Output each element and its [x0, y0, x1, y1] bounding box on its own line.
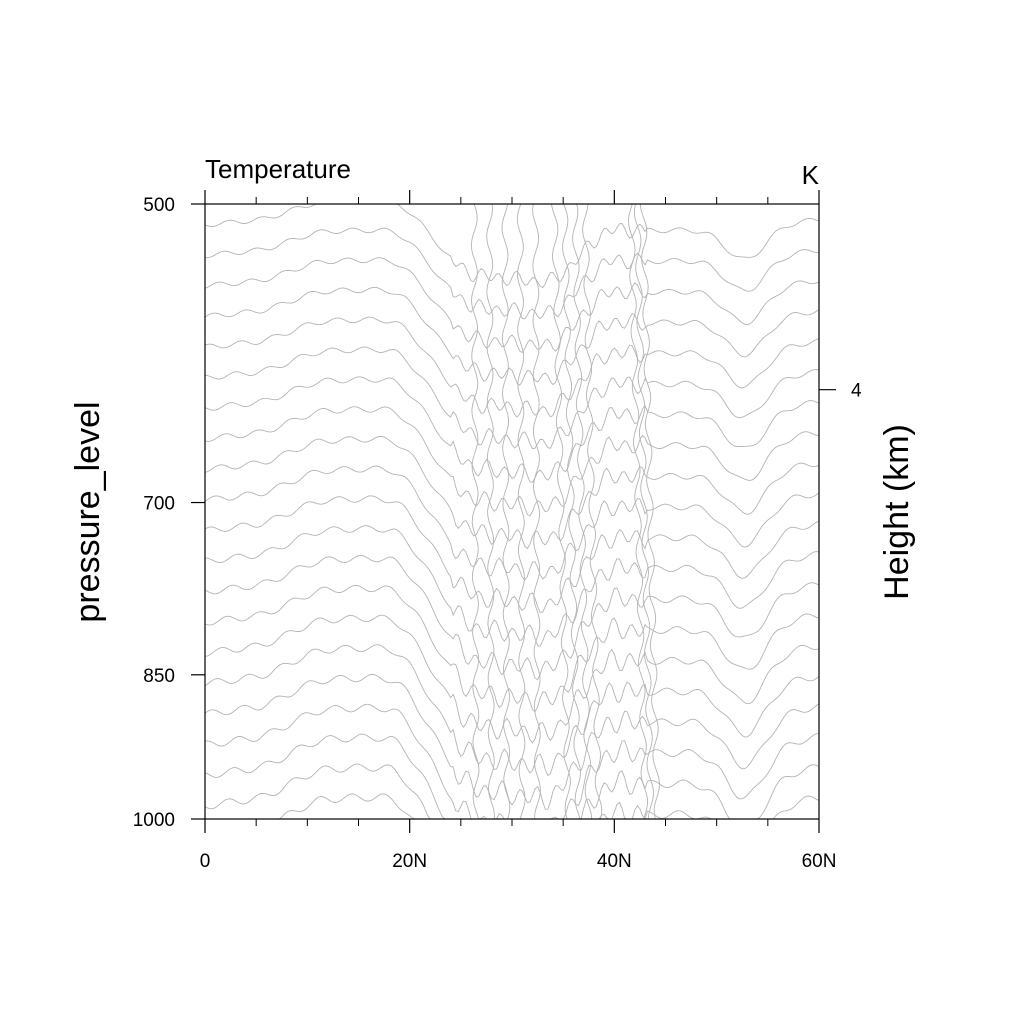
contour-line — [501, 203, 511, 820]
contour-line — [204, 406, 820, 517]
x-tick-label: 0 — [200, 851, 211, 872]
contour-line — [204, 644, 820, 777]
contour-line — [204, 673, 820, 810]
contour-line — [634, 203, 655, 820]
contour-line — [204, 346, 820, 450]
x-tick-label: 40N — [597, 851, 632, 872]
contour-line — [532, 203, 541, 820]
contour-line — [550, 203, 571, 820]
contour-line — [204, 525, 820, 647]
y-right-tick-label: 4 — [851, 381, 862, 402]
contour-line — [470, 203, 480, 820]
y-tick-label: 500 — [143, 195, 175, 216]
y-tick-label: 1000 — [133, 810, 175, 831]
contour-line — [204, 376, 820, 483]
contour-line — [204, 763, 820, 820]
contour-line — [204, 495, 820, 613]
contour-line — [486, 203, 495, 819]
y-axis-title: pressure_level — [69, 401, 107, 622]
contour-line — [204, 316, 820, 418]
chart-title: Temperature — [205, 154, 351, 184]
contour-line — [572, 203, 593, 820]
axis-ticks — [191, 190, 836, 833]
contour-line — [204, 703, 820, 820]
contour-line — [204, 614, 820, 744]
contour-line — [582, 203, 603, 820]
contour-line — [639, 203, 660, 820]
contour-line — [204, 203, 820, 289]
contour-line — [204, 227, 819, 320]
contour-line — [204, 257, 820, 353]
contour-line — [204, 554, 820, 681]
plot-frame — [204, 203, 820, 820]
contour-line — [628, 203, 649, 820]
x-tick-label: 20N — [392, 851, 427, 872]
units-label: K — [802, 160, 820, 190]
x-tick-label: 60N — [802, 851, 837, 872]
contour-line — [562, 203, 581, 820]
contour-line — [204, 584, 820, 713]
y-tick-label: 700 — [143, 494, 175, 515]
y-tick-label: 850 — [143, 666, 175, 687]
tick-labels: 0 20N 40N 60N 500 700 850 1000 4 — [133, 195, 862, 872]
contour-lines — [204, 203, 820, 820]
contour-line — [516, 203, 526, 820]
contour-line — [204, 465, 820, 581]
y-right-axis-title: Height (km) — [878, 424, 916, 600]
contour-line — [204, 286, 820, 386]
contour-line — [204, 435, 820, 550]
